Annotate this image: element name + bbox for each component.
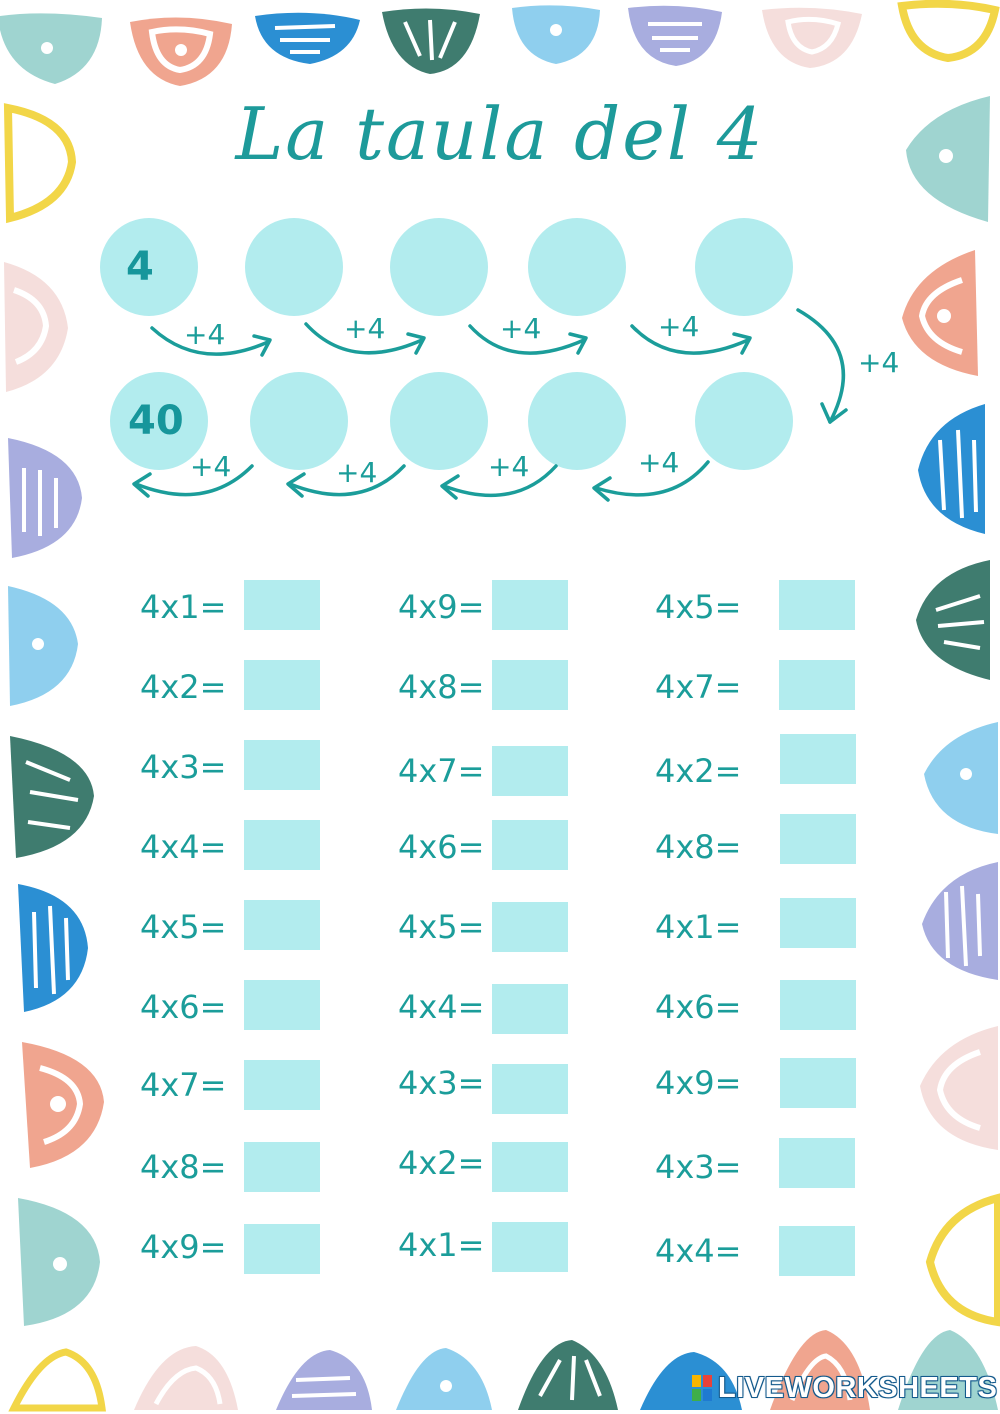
answer-input[interactable] xyxy=(779,580,855,630)
answer-input[interactable] xyxy=(492,1064,568,1114)
sequence-input[interactable] xyxy=(528,372,626,470)
liveworksheets-brand: LIVEWORKSHEETS xyxy=(692,1372,997,1404)
equation-label: 4x3= xyxy=(140,748,227,786)
equation-label: 4x3= xyxy=(655,1148,742,1186)
deco-shapes-left xyxy=(3,103,104,1326)
step-label: +4 xyxy=(500,312,542,345)
answer-input[interactable] xyxy=(244,660,320,710)
deco-shapes-top xyxy=(0,0,1000,87)
equation-label: 4x5= xyxy=(140,908,227,946)
answer-input[interactable] xyxy=(780,734,856,784)
answer-input[interactable] xyxy=(492,1222,568,1272)
deco-shapes-right xyxy=(902,96,1000,1327)
step-label: +4 xyxy=(184,318,226,351)
answer-input[interactable] xyxy=(244,1142,320,1192)
answer-input[interactable] xyxy=(244,1224,320,1274)
sequence-circle-bottom-3 xyxy=(390,372,488,470)
equation-label: 4x2= xyxy=(140,668,227,706)
sequence-circle-top-2 xyxy=(245,218,343,316)
sequence-circle-top-3 xyxy=(390,218,488,316)
answer-input[interactable] xyxy=(492,820,568,870)
answer-input[interactable] xyxy=(492,660,568,710)
sequence-circle-bottom-2 xyxy=(250,372,348,470)
equation-label: 4x5= xyxy=(398,908,485,946)
sequence-circle-top-1: 4 xyxy=(100,218,198,316)
sequence-input[interactable] xyxy=(250,372,348,470)
sequence-input[interactable] xyxy=(245,218,343,316)
step-label: +4 xyxy=(336,456,378,489)
answer-input[interactable] xyxy=(492,984,568,1034)
equation-label: 4x8= xyxy=(140,1148,227,1186)
equation-label: 4x9= xyxy=(655,1064,742,1102)
answer-input[interactable] xyxy=(244,580,320,630)
answer-input[interactable] xyxy=(244,980,320,1030)
answer-input[interactable] xyxy=(779,1226,855,1276)
equation-label: 4x6= xyxy=(140,988,227,1026)
equation-label: 4x4= xyxy=(140,828,227,866)
answer-input[interactable] xyxy=(780,980,856,1030)
sequence-input[interactable] xyxy=(695,372,793,470)
sequence-end-value: 40 xyxy=(128,398,184,444)
step-label: +4 xyxy=(638,446,680,479)
answer-input[interactable] xyxy=(244,900,320,950)
brand-text: LIVEWORKSHEETS xyxy=(718,1371,998,1404)
step-label: +4 xyxy=(658,310,700,343)
step-label: +4 xyxy=(858,346,900,379)
sequence-circle-bottom-5 xyxy=(695,372,793,470)
equation-label: 4x1= xyxy=(398,1226,485,1264)
equation-label: 4x2= xyxy=(398,1144,485,1182)
liveworksheets-logo-icon xyxy=(692,1375,712,1401)
answer-input[interactable] xyxy=(492,580,568,630)
page-title: La taula del 4 xyxy=(235,92,765,176)
equation-label: 4x5= xyxy=(655,588,742,626)
deco-shapes-bottom xyxy=(8,1330,998,1412)
sequence-input[interactable] xyxy=(390,218,488,316)
equation-label: 4x7= xyxy=(655,668,742,706)
equation-label: 4x9= xyxy=(398,588,485,626)
step-label: +4 xyxy=(488,450,530,483)
sequence-input[interactable] xyxy=(528,218,626,316)
answer-input[interactable] xyxy=(492,746,568,796)
answer-input[interactable] xyxy=(779,1138,855,1188)
equation-label: 4x1= xyxy=(140,588,227,626)
equation-label: 4x7= xyxy=(398,752,485,790)
equation-label: 4x4= xyxy=(655,1232,742,1270)
equation-label: 4x8= xyxy=(398,668,485,706)
answer-input[interactable] xyxy=(492,1142,568,1192)
step-label: +4 xyxy=(190,450,232,483)
equation-label: 4x9= xyxy=(140,1228,227,1266)
equation-label: 4x8= xyxy=(655,828,742,866)
equation-label: 4x7= xyxy=(140,1066,227,1104)
answer-input[interactable] xyxy=(492,902,568,952)
sequence-circle-top-4 xyxy=(528,218,626,316)
answer-input[interactable] xyxy=(244,1060,320,1110)
answer-input[interactable] xyxy=(780,814,856,864)
answer-input[interactable] xyxy=(244,740,320,790)
answer-input[interactable] xyxy=(244,820,320,870)
answer-input[interactable] xyxy=(779,660,855,710)
step-label: +4 xyxy=(344,312,386,345)
sequence-input[interactable] xyxy=(390,372,488,470)
equation-label: 4x3= xyxy=(398,1064,485,1102)
equation-label: 4x2= xyxy=(655,752,742,790)
sequence-circle-bottom-1: 40 xyxy=(110,372,208,470)
sequence-circle-bottom-4 xyxy=(528,372,626,470)
equation-label: 4x6= xyxy=(655,988,742,1026)
equation-label: 4x1= xyxy=(655,908,742,946)
sequence-input[interactable] xyxy=(695,218,793,316)
answer-input[interactable] xyxy=(780,1058,856,1108)
sequence-start-value: 4 xyxy=(126,244,154,290)
equation-label: 4x6= xyxy=(398,828,485,866)
sequence-circle-top-5 xyxy=(695,218,793,316)
equation-label: 4x4= xyxy=(398,988,485,1026)
answer-input[interactable] xyxy=(780,898,856,948)
